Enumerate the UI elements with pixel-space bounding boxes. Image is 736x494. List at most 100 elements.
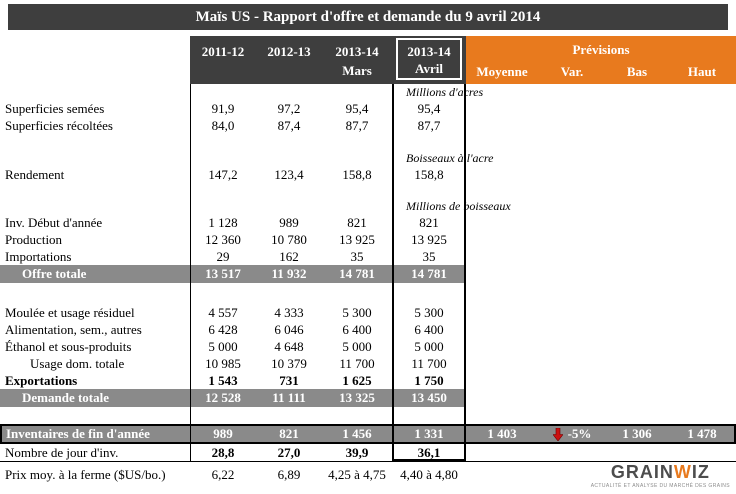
prevision-var-cell: -5%	[538, 426, 606, 442]
col-header-var: Var.	[560, 64, 584, 79]
value-cell: 14 781	[411, 266, 447, 281]
row-label: Offre totale	[22, 266, 87, 281]
value-cell: 6,89	[277, 466, 301, 482]
value-cell: 14 781	[339, 266, 375, 281]
spacer	[0, 183, 736, 198]
value-cell: 10 379	[271, 355, 307, 371]
value-cell: 12 528	[205, 390, 241, 405]
row-label: Importations	[5, 248, 72, 264]
row-rendement: Rendement 147,2 123,4 158,8 158,8	[0, 166, 736, 183]
var-percentage: -5%	[567, 426, 592, 441]
row-label: Superficies récoltées	[5, 117, 113, 133]
year-label: 2013-14	[407, 44, 451, 59]
logo-part-grain: GRAIN	[610, 462, 674, 482]
value-cell: 821	[347, 214, 367, 230]
value-cell: 6 400	[342, 321, 372, 337]
value-cell: 11 111	[272, 390, 306, 405]
value-cell: 1 456	[342, 426, 372, 441]
value-cell: 10 780	[271, 231, 307, 247]
row-production: Production 12 360 10 780 13 925 13 925	[0, 231, 736, 248]
row-alimentation: Alimentation, sem., autres 6 428 6 046 6…	[0, 321, 736, 338]
value-cell: 4,25 à 4,75	[328, 466, 386, 482]
prevision-moyenne-cell: 1 403	[487, 426, 517, 441]
value-cell: 5 300	[342, 304, 372, 320]
value-cell: 5 300	[414, 304, 444, 320]
value-cell: 147,2	[208, 166, 238, 182]
row-moulee: Moulée et usage résiduel 4 557 4 333 5 3…	[0, 304, 736, 321]
spacer	[0, 407, 736, 424]
col-header-2013-14-avril: 2013-14 Avril	[392, 36, 466, 84]
row-label: Demande totale	[22, 390, 110, 405]
row-inventaire-debut: Inv. Début d'année 1 128 989 821 821	[0, 214, 736, 231]
value-cell: 4 333	[274, 304, 304, 320]
value-cell: 5 000	[342, 338, 372, 354]
value-cell: 1 543	[208, 372, 238, 388]
year-columns-header: 2011-12 2012-13 2013-14 Mars 2013-14 Avr…	[190, 36, 466, 84]
value-cell: 1 750	[414, 372, 444, 388]
value-cell: 821	[279, 426, 299, 441]
value-cell: 6 046	[274, 321, 304, 337]
row-label: Inv. Début d'année	[5, 214, 103, 230]
value-cell: 87,7	[417, 117, 441, 133]
previsions-subheaders: Moyenne Var. Bas Haut	[466, 64, 736, 79]
logo-tagline: ACTUALITÉ ET ANALYSE DU MARCHÉ DES GRAIN…	[590, 483, 730, 489]
value-cell: 1 625	[342, 372, 372, 388]
row-label: Moulée et usage résiduel	[5, 304, 135, 320]
value-cell: 97,2	[277, 100, 301, 116]
table-body: Millions d'acres Superficies semées 91,9…	[0, 84, 736, 487]
grainwiz-logo: GRAINWIZ ACTUALITÉ ET ANALYSE DU MARCHÉ …	[590, 463, 730, 490]
prevision-bas-cell: 1 306	[622, 426, 652, 441]
row-superficies-semees: Superficies semées 91,9 97,2 95,4 95,4	[0, 100, 736, 117]
value-cell: 123,4	[274, 166, 304, 182]
value-cell: 158,8	[414, 166, 444, 182]
row-importations: Importations 29 162 35 35	[0, 248, 736, 265]
unit-note-row: Boisseaux à l'acre	[0, 150, 736, 166]
unit-note-acres: Millions d'acres	[406, 85, 484, 99]
value-cell: 39,9	[345, 445, 369, 460]
month-label: Avril	[415, 61, 443, 76]
spacer	[0, 283, 736, 304]
col-header-moyenne: Moyenne	[476, 64, 528, 79]
value-cell: 91,9	[211, 100, 235, 116]
grainwiz-logo-text: GRAINWIZ	[591, 463, 730, 482]
row-ethanol: Éthanol et sous-produits 5 000 4 648 5 0…	[0, 338, 736, 355]
value-cell: 87,4	[277, 117, 301, 133]
value-cell: 5 000	[414, 338, 444, 354]
value-cell: 6 400	[414, 321, 444, 337]
value-cell: 162	[279, 248, 299, 264]
row-label: Usage dom. totale	[30, 355, 125, 371]
value-cell: 35	[422, 248, 436, 264]
row-label: Nombre de jour d'inv.	[5, 445, 119, 460]
value-cell: 84,0	[211, 117, 235, 133]
value-cell: 13 925	[411, 231, 447, 247]
row-superficies-recoltees: Superficies récoltées 84,0 87,4 87,7 87,…	[0, 117, 736, 134]
table-header: 2011-12 2012-13 2013-14 Mars 2013-14 Avr…	[0, 36, 736, 84]
value-cell: 6,22	[211, 466, 235, 482]
value-cell: 29	[216, 248, 230, 264]
year-label: 2011-12	[201, 44, 245, 59]
value-cell: 28,8	[211, 445, 235, 460]
unit-note-bushels: Millions de boisseaux	[406, 199, 511, 213]
value-cell: 12 360	[205, 231, 241, 247]
value-cell: 4 557	[208, 304, 238, 320]
value-cell: 27,0	[277, 445, 301, 460]
previsions-header: Prévisions Moyenne Var. Bas Haut	[466, 36, 736, 84]
row-label: Rendement	[5, 166, 65, 182]
prevision-haut-cell: 1 478	[687, 426, 717, 441]
row-exportations: Exportations 1 543 731 1 625 1 750	[0, 372, 736, 389]
col-header-2011-12: 2011-12	[190, 36, 256, 84]
col-header-bas: Bas	[626, 64, 648, 79]
row-label: Production	[5, 231, 63, 247]
row-jours-inventaire: Nombre de jour d'inv. 28,8 27,0 39,9 36,…	[0, 444, 736, 462]
value-cell: 11 700	[411, 355, 447, 371]
value-cell: 11 932	[271, 266, 307, 281]
unit-note-row: Millions de boisseaux	[0, 198, 736, 214]
row-label: Inventaires de fin d'année	[6, 426, 150, 441]
previsions-title: Prévisions	[572, 42, 630, 57]
logo-w-mark: W	[673, 462, 692, 482]
year-label: 2012-13	[267, 44, 311, 59]
col-header-2013-14-mars: 2013-14 Mars	[322, 36, 392, 84]
col-header-2012-13: 2012-13	[256, 36, 322, 84]
value-cell: 6 428	[208, 321, 238, 337]
